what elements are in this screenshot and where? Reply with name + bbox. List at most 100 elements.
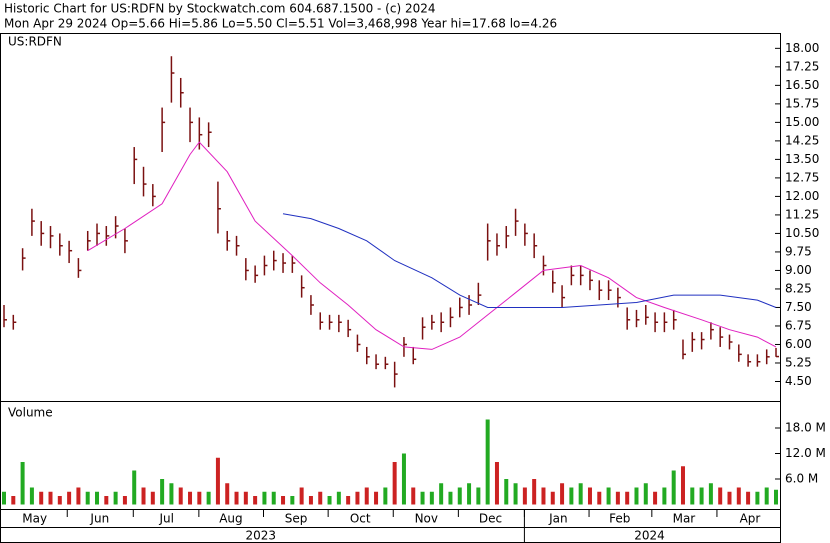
volume-bar	[764, 487, 769, 505]
volume-bar	[11, 496, 16, 505]
volume-bar	[346, 496, 351, 505]
volume-bar	[457, 487, 462, 505]
year-label: 2023	[245, 529, 276, 543]
month-label: Apr	[740, 512, 761, 526]
volume-bar	[467, 483, 472, 505]
volume-bar	[2, 491, 6, 505]
y-tick-label: 5.25	[785, 355, 812, 369]
y-tick-label: 18.00	[785, 41, 819, 55]
volume-bar	[727, 491, 732, 505]
y-tick-label: 10.50	[785, 226, 819, 240]
volume-bar	[20, 462, 25, 505]
volume-bar	[718, 487, 723, 505]
header-line-2: Mon Apr 29 2024 Op=5.66 Hi=5.86 Lo=5.50 …	[4, 17, 557, 31]
month-label: Jun	[89, 512, 109, 526]
volume-bar	[522, 487, 527, 505]
y-tick-label: 14.25	[785, 133, 819, 147]
volume-bar	[225, 483, 230, 505]
volume-bar	[197, 491, 202, 505]
volume-bar	[671, 470, 676, 505]
y-tick-label: 12.0 M	[785, 446, 826, 460]
volume-bar	[774, 489, 778, 505]
volume-bar	[680, 466, 685, 505]
volume-bar	[504, 479, 509, 505]
y-tick-label: 16.50	[785, 78, 819, 92]
volume-bar	[336, 491, 341, 505]
volume-bar	[634, 487, 639, 505]
y-tick-label: 11.25	[785, 207, 819, 221]
volume-bar	[448, 491, 453, 505]
volume-bar	[150, 491, 155, 505]
volume-bar	[299, 487, 304, 505]
y-tick-label: 6.75	[785, 318, 812, 332]
volume-bar	[67, 491, 72, 505]
y-tick-label: 9.00	[785, 263, 812, 277]
volume-bar	[308, 496, 313, 505]
y-tick-label: 8.25	[785, 281, 812, 295]
month-label: Mar	[673, 512, 696, 526]
volume-bar	[95, 491, 100, 505]
volume-bar	[243, 491, 248, 505]
volume-bar	[532, 479, 537, 505]
volume-bar	[401, 453, 406, 505]
volume-bar	[569, 487, 574, 505]
volume-bar	[755, 491, 760, 505]
y-tick-label: 18.0 M	[785, 421, 826, 435]
volume-bar	[122, 496, 127, 505]
volume-bar	[160, 479, 165, 505]
month-label: Nov	[415, 512, 438, 526]
volume-bar	[104, 496, 109, 505]
header-line-1: Historic Chart for US:RDFN by Stockwatch…	[4, 2, 435, 16]
volume-bar	[411, 487, 416, 505]
volume-bar	[29, 487, 34, 505]
month-label: Dec	[479, 512, 502, 526]
year-label: 2024	[634, 529, 665, 543]
month-label: Jan	[548, 512, 568, 526]
volume-bar	[662, 487, 667, 505]
volume-bar	[271, 491, 276, 505]
y-tick-label: 17.25	[785, 59, 819, 73]
volume-bar	[85, 491, 90, 505]
volume-bar	[392, 462, 397, 505]
volume-bar	[113, 491, 118, 505]
volume-bar	[215, 457, 220, 505]
volume-bar	[736, 487, 741, 505]
volume-bar	[206, 491, 211, 505]
y-tick-label: 15.00	[785, 115, 819, 129]
volume-bar	[253, 496, 258, 505]
y-tick-label: 9.75	[785, 244, 812, 258]
volume-bar	[625, 491, 630, 505]
y-tick-label: 7.50	[785, 300, 812, 314]
y-tick-label: 6.00	[785, 337, 812, 351]
volume-title: Volume	[8, 406, 53, 420]
month-label: Feb	[609, 512, 630, 526]
month-label: Oct	[350, 512, 371, 526]
month-label: Jul	[159, 512, 174, 526]
volume-bar	[439, 483, 444, 505]
volume-bar	[587, 487, 592, 505]
y-tick-label: 12.00	[785, 189, 819, 203]
volume-bar	[383, 487, 388, 505]
volume-bar	[560, 483, 565, 505]
volume-bar	[550, 491, 555, 505]
y-tick-label: 4.50	[785, 374, 812, 388]
volume-bar	[746, 491, 751, 505]
y-tick-label: 12.75	[785, 170, 819, 184]
volume-bar	[615, 491, 620, 505]
y-tick-label: 15.75	[785, 96, 819, 110]
volume-bar	[513, 483, 518, 505]
volume-bar	[485, 419, 490, 505]
volume-bar	[281, 496, 286, 505]
volume-bar	[420, 491, 425, 505]
month-label: May	[22, 512, 47, 526]
volume-bar	[690, 487, 695, 505]
volume-bar	[653, 491, 658, 505]
volume-bar	[76, 487, 81, 505]
volume-bar	[141, 487, 146, 505]
volume-bar	[132, 470, 137, 505]
volume-bar	[318, 491, 323, 505]
volume-bar	[290, 496, 295, 505]
volume-bar	[374, 491, 379, 505]
